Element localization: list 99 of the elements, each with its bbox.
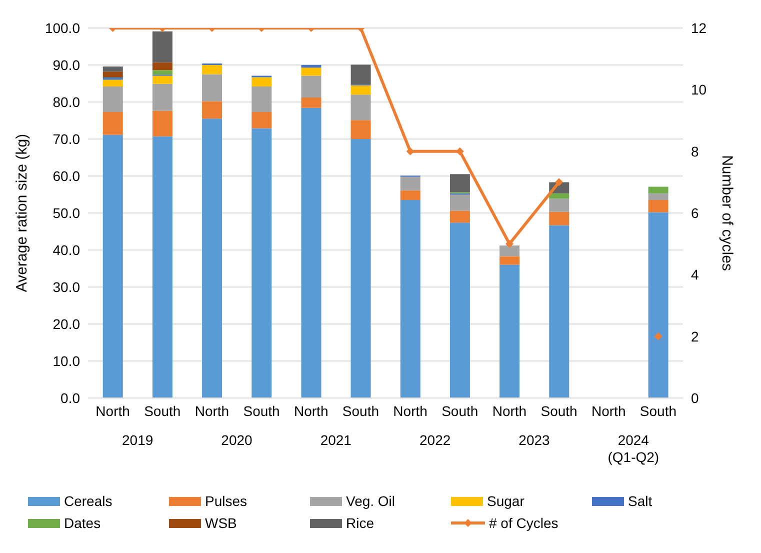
bar: [252, 86, 272, 112]
y-tick-label: 30.0: [52, 278, 80, 295]
bar: [301, 65, 322, 68]
bar: [301, 98, 322, 108]
y2-tick-label: 4: [691, 266, 699, 283]
y-axis-title: Average ration size (kg): [13, 134, 30, 292]
legend-label: Dates: [64, 515, 101, 531]
text: 2020: [220, 432, 254, 449]
x-tick-label: South: [144, 402, 181, 419]
x-tick-label: South: [540, 402, 578, 419]
bar: [301, 108, 322, 398]
y-tick-label: 100.0: [44, 20, 80, 36]
point: [505, 240, 514, 248]
bar: [152, 110, 172, 136]
bar: [102, 66, 123, 72]
bar: [400, 190, 420, 200]
bar: [252, 112, 272, 128]
y-tick-label: 60.0: [52, 168, 80, 184]
legend-label: Pulses: [205, 493, 248, 509]
bar: [648, 186, 668, 194]
bar: [400, 176, 420, 190]
legend-label: WSB: [205, 515, 237, 531]
legend-label: Salt: [628, 493, 652, 509]
y2-tick-label: 6: [691, 204, 699, 221]
x-tick-label: North: [194, 402, 230, 419]
x-tick-label: North: [96, 402, 130, 419]
bar: [549, 198, 570, 212]
x-tick-label: South: [342, 402, 380, 419]
bar: [202, 101, 222, 119]
bar: [202, 118, 222, 398]
bar: [152, 84, 172, 111]
bar: [549, 225, 570, 398]
y2-tick-label: 0: [691, 390, 699, 406]
x-tick-label: North: [592, 402, 626, 419]
bar: [350, 64, 371, 85]
bar: [301, 68, 322, 76]
y2-tick-label: 10: [691, 82, 707, 98]
y-tick-label: 0.0: [60, 390, 80, 406]
bar: [549, 193, 570, 199]
y2-axis-title: Number of cycles: [718, 155, 736, 271]
x-tick-label: North: [294, 402, 328, 419]
bar: [102, 80, 123, 86]
y2-tick-label: 8: [691, 143, 699, 160]
y-tick-label: 20.0: [52, 316, 80, 332]
bar: [500, 256, 520, 265]
bar: [152, 76, 172, 84]
bar: [500, 246, 520, 256]
bar: [549, 212, 570, 226]
y-tick-label: 70.0: [52, 130, 80, 147]
text: 2024 (Q1-Q2): [606, 432, 660, 466]
bar: [450, 210, 470, 223]
bar: [152, 136, 172, 398]
bar: [102, 134, 123, 398]
legend-label: Sugar: [487, 493, 524, 509]
text: 2023: [518, 432, 551, 449]
bar: [648, 193, 668, 200]
bar: [102, 72, 123, 78]
bar: [102, 112, 123, 135]
bar: [202, 65, 222, 74]
bar: [400, 200, 420, 398]
bar: [500, 264, 520, 398]
bar: [301, 76, 322, 98]
bar: [450, 194, 470, 211]
bar: [450, 222, 470, 398]
y-tick-label: 50.0: [52, 204, 80, 221]
y-tick-label: 80.0: [52, 94, 80, 110]
bar: [350, 94, 371, 120]
bar: [648, 212, 668, 398]
y-tick-label: 40.0: [52, 242, 80, 258]
y-tick-label: 90.0: [52, 56, 80, 73]
y2-tick-label: 2: [691, 328, 699, 344]
legend-label: # of Cycles: [489, 515, 558, 531]
x-tick-label: South: [243, 402, 280, 419]
x-tick-label: North: [393, 402, 428, 419]
bar: [648, 200, 668, 212]
bar: [102, 86, 123, 112]
x-tick-label: South: [442, 402, 478, 419]
x-tick-label: South: [640, 402, 677, 419]
point: [555, 178, 564, 186]
bar: [202, 74, 222, 102]
bar: [252, 128, 272, 398]
bar: [350, 120, 371, 139]
bar: [252, 77, 272, 86]
bar: [350, 139, 371, 398]
y2-tick-label: 12: [691, 20, 707, 36]
legend-label: Veg. Oil: [346, 493, 396, 509]
bar: [152, 70, 172, 75]
bar: [152, 31, 172, 62]
text: 2022: [418, 432, 452, 449]
y-tick-label: 10.0: [52, 352, 80, 369]
text: 2021: [319, 432, 352, 449]
x-tick-label: North: [492, 402, 527, 419]
legend-label: Rice: [346, 515, 374, 531]
point: [654, 332, 662, 340]
bar: [350, 85, 371, 95]
bar: [152, 62, 172, 70]
bar: [450, 174, 470, 192]
text: 2019: [121, 432, 154, 449]
legend-label: Cereals: [64, 493, 112, 509]
